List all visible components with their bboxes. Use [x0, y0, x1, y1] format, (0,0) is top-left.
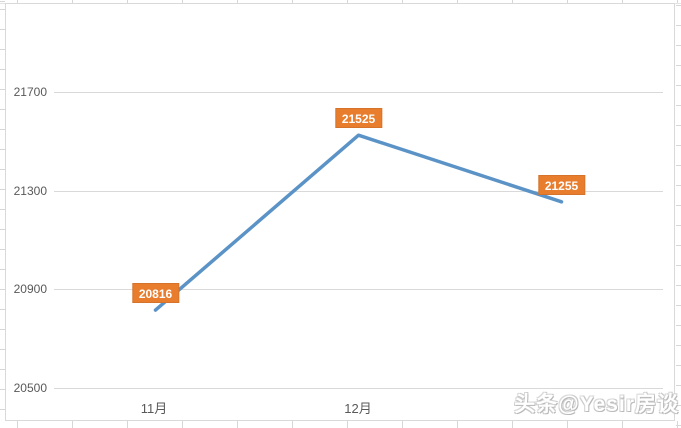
y-axis-tick-label: 20900 [13, 282, 47, 296]
toutiao-watermark: 头条@Yesir房谈 [514, 393, 679, 416]
x-axis-tick-label: 11月 [140, 401, 168, 416]
y-axis-tick-label: 21700 [13, 85, 47, 99]
gridline-21700 [54, 92, 663, 93]
y-axis-tick-label: 21300 [13, 184, 47, 198]
series-line [153, 133, 564, 312]
data-label-badge: 21525 [334, 108, 383, 129]
gridline-21300 [54, 191, 663, 192]
x-axis-tick-label: 12月 [344, 401, 372, 416]
data-label-badge: 21255 [537, 174, 586, 195]
gridline-20900 [54, 289, 663, 290]
worksheet-column-gridlines-bottom [0, 421, 681, 428]
gridline-20500 [54, 388, 663, 389]
data-label-badge: 20816 [131, 283, 180, 304]
y-axis-tick-label: 20500 [13, 381, 47, 395]
worksheet-row-gridlines-right [676, 0, 681, 428]
line-chart-object[interactable]: 21700 21300 20900 20500 11月 12月 20816 21… [5, 3, 675, 421]
